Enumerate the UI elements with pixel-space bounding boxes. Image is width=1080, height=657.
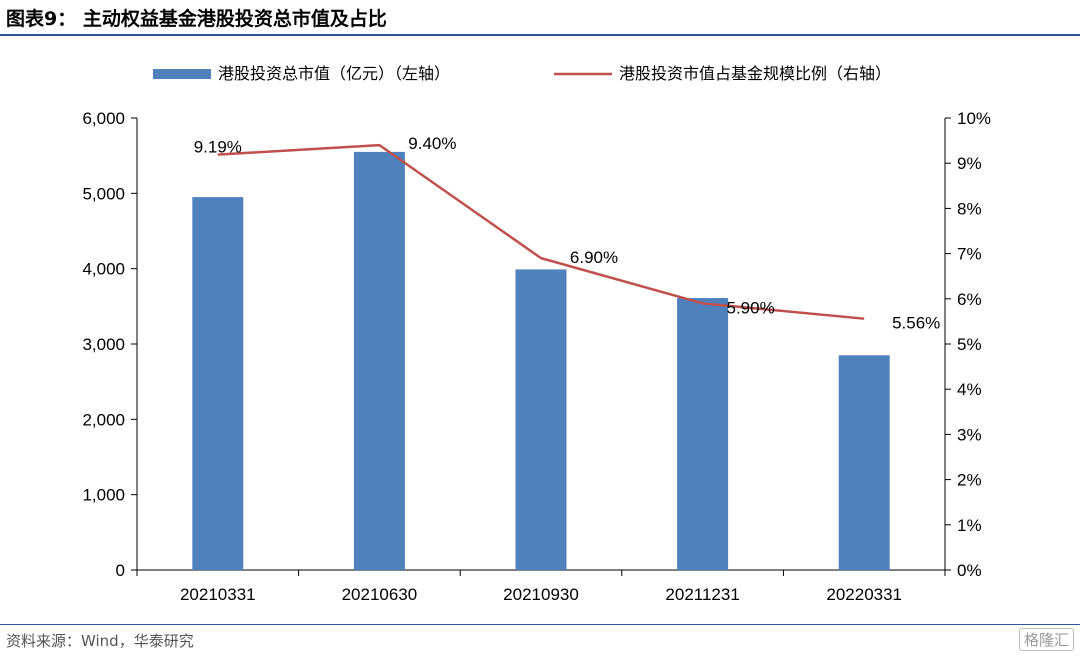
line-data-label: 9.19% [194, 138, 242, 157]
x-axis-tick-label: 20210930 [503, 585, 579, 604]
line-data-label: 5.90% [726, 298, 774, 317]
bar [677, 298, 729, 570]
bar [838, 355, 890, 570]
watermark: 格隆汇 [1018, 628, 1074, 651]
line-data-label: 9.40% [408, 134, 456, 153]
right-axis-tick-label: 7% [957, 245, 982, 264]
line-data-label: 5.56% [892, 314, 940, 333]
x-axis-tick-label: 20211231 [665, 585, 739, 604]
left-axis-tick-label: 6,000 [82, 109, 125, 128]
x-axis-tick-label: 20210331 [180, 585, 256, 604]
legend-bar-label: 港股投资总市值（亿元）（左轴） [218, 64, 450, 83]
left-axis-tick-label: 5,000 [82, 184, 125, 203]
legend-line-label: 港股投资市值占基金规模比例（右轴） [619, 64, 891, 83]
figure-title: 图表9： 主动权益基金港股投资总市值及占比 [6, 8, 387, 30]
right-axis-tick-label: 5% [957, 335, 982, 354]
left-axis-tick-label: 1,000 [82, 486, 125, 505]
x-axis-tick-label: 20210630 [342, 585, 418, 604]
left-axis-tick-label: 0 [116, 561, 125, 580]
right-axis-tick-label: 8% [957, 199, 982, 218]
combo-chart: 0 1,000 2,000 3,000 4,000 5,000 6,000 0% 1% 2% 3% 4… [82, 64, 991, 604]
right-axis-tick-label: 0% [957, 561, 982, 580]
right-axis-tick-label: 4% [957, 380, 982, 399]
left-axis-tick-label: 2,000 [82, 410, 125, 429]
right-axis-tick-label: 1% [957, 516, 982, 535]
ratio-line [217, 143, 865, 320]
left-axis-tick-label: 4,000 [82, 260, 125, 279]
bar [192, 197, 244, 570]
right-axis-tick-label: 2% [957, 471, 982, 490]
right-axis-tick-label: 9% [957, 154, 982, 173]
bar [353, 151, 405, 570]
right-axis-tick-label: 3% [957, 425, 982, 444]
line-data-label: 6.90% [570, 248, 618, 267]
source-divider [0, 624, 1080, 625]
legend-bar-swatch [153, 69, 211, 79]
x-axis-tick-label: 20220331 [826, 585, 902, 604]
title-bar: 图表9： 主动权益基金港股投资总市值及占比 [0, 0, 1080, 36]
source-note: 资料来源：Wind，华泰研究 [6, 632, 194, 650]
left-axis-tick-label: 3,000 [82, 335, 125, 354]
right-axis-tick-label: 6% [957, 290, 982, 309]
bar [515, 269, 567, 570]
right-axis-tick-label: 10% [957, 109, 991, 128]
